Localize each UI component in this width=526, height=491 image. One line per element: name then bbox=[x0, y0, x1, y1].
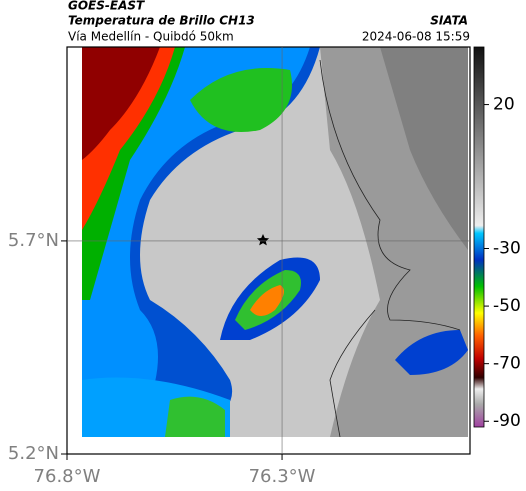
source: SIATA bbox=[430, 14, 468, 28]
cloud-east bbox=[395, 330, 468, 375]
cloud-green-2 bbox=[190, 68, 292, 132]
colorbar-tick-label: -70 bbox=[493, 354, 521, 374]
cloud-core-orange bbox=[250, 285, 284, 316]
x-tick-label: 76.3°W bbox=[249, 466, 316, 487]
border bbox=[319, 59, 461, 437]
colorbar-tick-label: 20 bbox=[493, 95, 515, 115]
map-frame bbox=[66, 46, 471, 455]
product: Temperatura de Brillo CH13 bbox=[68, 14, 255, 28]
satellite-image bbox=[82, 47, 468, 437]
satellite: GOES-EAST bbox=[68, 0, 145, 13]
x-tick-label: 76.8°W bbox=[34, 466, 101, 487]
dark-gray bbox=[380, 47, 468, 250]
y-tick-label: 5.7°N bbox=[8, 230, 59, 251]
colorbar-tick-label: -50 bbox=[493, 296, 521, 316]
cloud-south-green bbox=[165, 396, 225, 437]
y-tick-label: 5.2°N bbox=[8, 443, 59, 464]
location-marker bbox=[256, 234, 270, 246]
cloud-darkred bbox=[82, 47, 160, 160]
colorbar bbox=[473, 46, 485, 428]
colorbar-tick-label: -90 bbox=[493, 411, 521, 431]
colorbar-tick-label: -30 bbox=[493, 239, 521, 259]
route: Vía Medellín - Quibdó 50km bbox=[68, 30, 234, 44]
timestamp: 2024-06-08 15:59 bbox=[362, 30, 470, 44]
